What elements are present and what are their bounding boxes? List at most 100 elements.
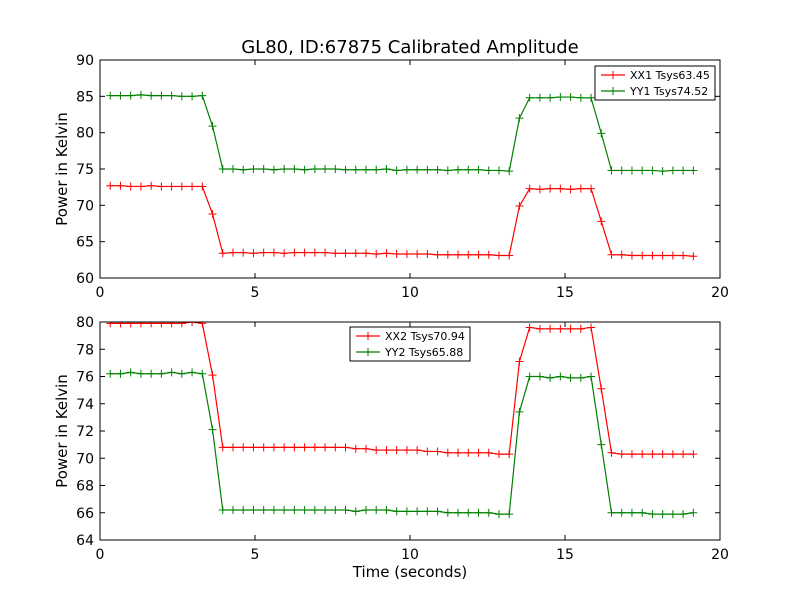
data-point <box>474 165 483 174</box>
data-point <box>259 165 268 173</box>
x-tick-label: 5 <box>251 285 260 301</box>
data-point <box>177 322 186 328</box>
data-point <box>351 507 360 516</box>
data-point <box>566 93 575 102</box>
data-point <box>341 506 350 515</box>
data-point <box>668 510 677 519</box>
data-point <box>474 250 483 259</box>
y-tick-label: 80 <box>76 315 94 331</box>
data-point <box>116 322 125 328</box>
data-point <box>290 443 299 452</box>
data-point <box>290 248 299 257</box>
data-point <box>136 369 145 378</box>
data-point <box>239 248 248 257</box>
data-point <box>546 93 555 102</box>
data-point <box>494 251 503 260</box>
legend-swatch-marker <box>364 348 372 356</box>
data-point <box>454 165 463 174</box>
data-point <box>280 443 289 452</box>
data-point <box>566 324 575 333</box>
data-point <box>106 322 115 328</box>
data-point <box>300 506 309 515</box>
data-point <box>167 91 176 100</box>
legend-swatch-marker <box>364 332 372 340</box>
data-point <box>361 165 370 174</box>
y-tick-label: 78 <box>76 342 94 358</box>
data-point <box>576 324 585 333</box>
data-point <box>177 369 186 378</box>
data-point <box>627 251 636 260</box>
data-point <box>556 93 565 102</box>
data-point <box>525 372 534 381</box>
data-point <box>525 184 534 193</box>
data-point <box>321 443 330 452</box>
y-tick-label: 64 <box>76 533 94 549</box>
data-point <box>515 407 524 416</box>
data-point <box>259 443 268 452</box>
data-point <box>576 184 585 193</box>
legend: XX2 Tsys70.94 YY2 Tsys65.88 <box>349 326 471 362</box>
data-point <box>402 446 411 455</box>
data-point <box>392 166 401 175</box>
data-point <box>658 251 667 260</box>
data-point <box>668 450 677 459</box>
data-point <box>218 506 227 515</box>
data-point <box>331 443 340 452</box>
data-point <box>464 250 473 259</box>
data-point <box>484 508 493 517</box>
data-point <box>484 166 493 175</box>
data-point <box>668 166 677 175</box>
data-point <box>423 447 432 456</box>
data-point <box>269 165 278 174</box>
data-point <box>372 446 381 455</box>
data-point <box>228 443 237 452</box>
data-point <box>372 506 381 515</box>
data-point <box>535 185 544 194</box>
data-point <box>228 165 237 173</box>
data-point <box>413 507 422 516</box>
data-point <box>126 322 135 328</box>
data-point <box>280 506 289 515</box>
data-point <box>464 165 473 174</box>
data-point <box>597 440 606 449</box>
chart-panel-2: 0 5 10 15 20 64 66 68 70 72 74 76 78 80 Power in Kelvi… <box>53 315 729 581</box>
data-point <box>269 443 278 452</box>
data-point <box>228 506 237 515</box>
legend-box <box>349 326 471 362</box>
data-point <box>587 184 596 193</box>
data-point <box>372 250 381 259</box>
y-tick-label: 75 <box>76 162 94 178</box>
data-point <box>566 185 575 194</box>
data-point <box>147 181 156 190</box>
legend-entry-label: XX2 Tsys70.94 <box>385 330 465 343</box>
data-point <box>679 510 688 519</box>
data-point <box>627 450 636 459</box>
data-point <box>515 357 524 366</box>
data-point <box>525 323 534 332</box>
data-point <box>648 510 657 519</box>
data-point <box>321 506 330 515</box>
data-point <box>443 448 452 457</box>
data-point <box>576 373 585 382</box>
x-tick-label: 0 <box>96 547 105 563</box>
series-line-1 <box>110 185 694 257</box>
data-point <box>218 443 227 452</box>
data-point <box>126 368 135 377</box>
data-point <box>505 450 514 459</box>
data-point <box>505 251 514 260</box>
data-point <box>648 166 657 175</box>
data-point <box>188 92 197 101</box>
data-point <box>341 443 350 452</box>
data-point <box>208 371 217 380</box>
legend-swatch-marker <box>609 87 617 95</box>
data-point <box>290 165 299 173</box>
data-point <box>167 368 176 377</box>
x-tick-label: 0 <box>96 285 105 301</box>
data-point <box>259 506 268 515</box>
series-line-2 <box>110 94 694 172</box>
data-point <box>239 165 248 174</box>
chart-title: GL80, ID:67875 Calibrated Amplitude <box>241 37 579 58</box>
data-point <box>689 508 698 517</box>
x-tick-label: 10 <box>401 547 419 563</box>
chart-panels: 0 5 10 15 20 60 65 70 75 80 85 90 Power in Kelvin XX1… <box>53 53 729 581</box>
